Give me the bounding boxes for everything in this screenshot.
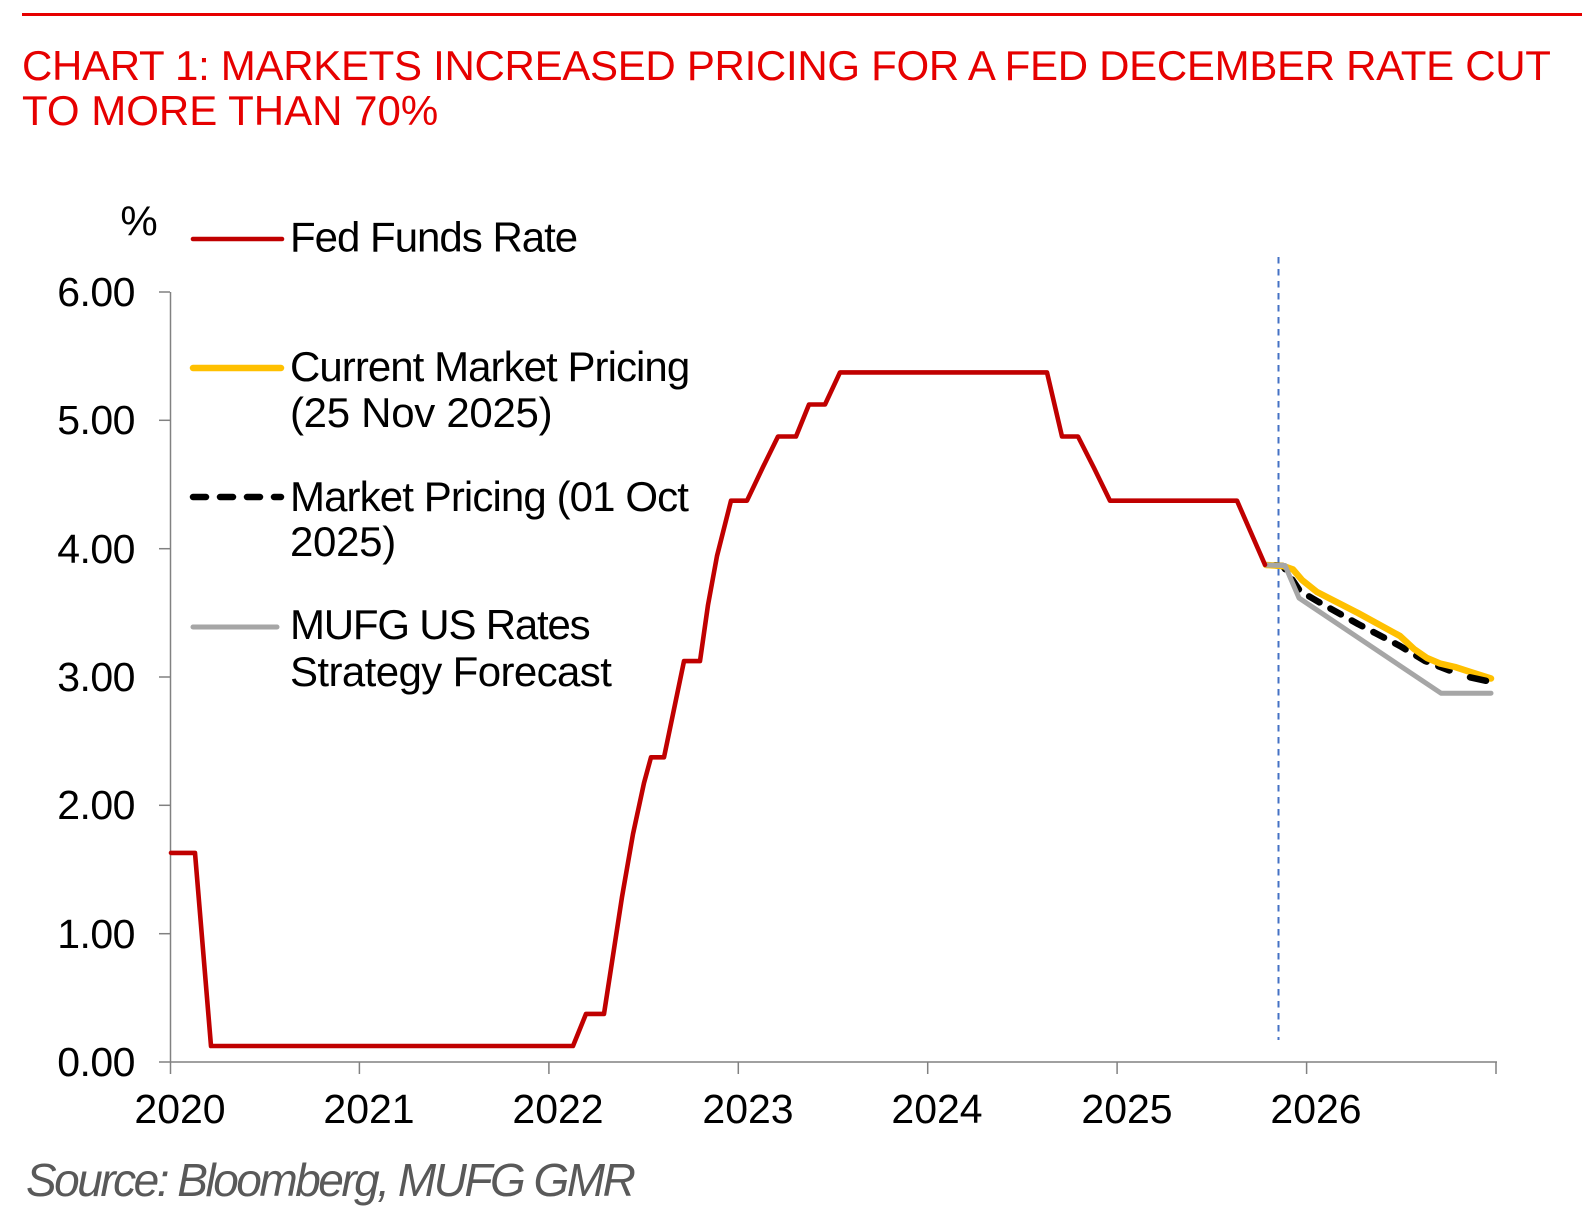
- svg-text:2021: 2021: [323, 1086, 414, 1132]
- svg-text:4.00: 4.00: [57, 526, 135, 572]
- svg-text:2020: 2020: [134, 1086, 225, 1132]
- svg-text:(25 Nov 2025): (25 Nov 2025): [290, 389, 552, 436]
- svg-text:1.00: 1.00: [57, 911, 135, 957]
- svg-text:Current Market Pricing: Current Market Pricing: [290, 343, 689, 390]
- svg-text:2025: 2025: [1081, 1086, 1172, 1132]
- svg-text:%: %: [120, 198, 157, 245]
- svg-text:5.00: 5.00: [57, 397, 135, 443]
- svg-text:Source: Bloomberg, MUFG GMR: Source: Bloomberg, MUFG GMR: [26, 1154, 635, 1206]
- svg-text:2025): 2025): [290, 518, 396, 565]
- svg-text:0.00: 0.00: [57, 1039, 135, 1085]
- svg-text:2022: 2022: [512, 1086, 603, 1132]
- svg-text:Fed Funds Rate: Fed Funds Rate: [290, 214, 577, 261]
- svg-text:TO MORE THAN 70%: TO MORE THAN 70%: [22, 87, 438, 134]
- svg-text:2.00: 2.00: [57, 782, 135, 828]
- svg-text:MUFG US Rates: MUFG US Rates: [290, 601, 590, 648]
- svg-text:3.00: 3.00: [57, 654, 135, 700]
- svg-text:2024: 2024: [891, 1086, 982, 1132]
- svg-text:2026: 2026: [1270, 1086, 1361, 1132]
- svg-text:Strategy Forecast: Strategy Forecast: [290, 648, 612, 695]
- svg-text:6.00: 6.00: [57, 269, 135, 315]
- svg-text:2023: 2023: [702, 1086, 793, 1132]
- svg-text:Market Pricing (01 Oct: Market Pricing (01 Oct: [290, 473, 689, 520]
- svg-text:CHART 1: MARKETS INCREASED PRI: CHART 1: MARKETS INCREASED PRICING FOR A…: [22, 42, 1551, 89]
